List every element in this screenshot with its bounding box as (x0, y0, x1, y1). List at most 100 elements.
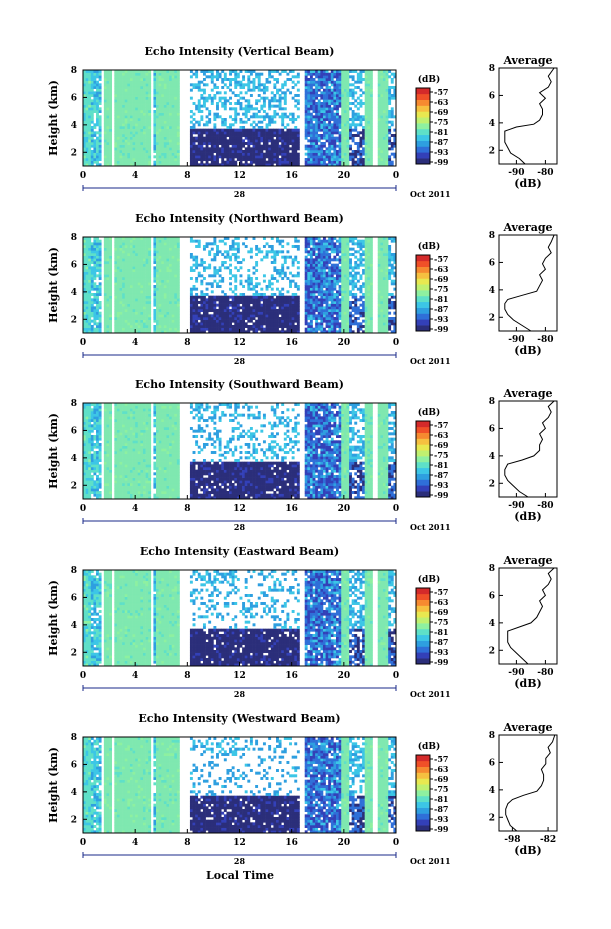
heatmap-cell (229, 102, 232, 105)
heatmap-cell (142, 325, 146, 328)
heatmap-cell (135, 110, 139, 113)
heatmap-cell (336, 120, 339, 124)
heatmap-cell (129, 128, 133, 132)
heatmap-cell (85, 311, 89, 315)
heatmap-cell (276, 91, 279, 95)
heatmap-cell (122, 142, 126, 145)
heatmap-cell (163, 330, 167, 334)
heatmap-cell (124, 250, 128, 254)
heatmap-cell (106, 290, 110, 294)
heatmap-cell (103, 96, 107, 100)
heatmap-cell (229, 72, 232, 76)
heatmap-cell (145, 120, 149, 124)
heatmap-cell (189, 158, 193, 161)
heatmap-cell (325, 94, 329, 97)
heatmap-cell (195, 330, 199, 334)
heatmap-cell (304, 80, 308, 84)
heatmap-cell (377, 112, 381, 116)
heatmap-cell (166, 303, 170, 307)
heatmap-cell (283, 150, 287, 153)
heatmap-cell (336, 118, 339, 121)
heatmap-cell (239, 298, 243, 302)
heatmap-cell (114, 147, 118, 151)
heatmap-cell (127, 158, 131, 161)
heatmap-cell (341, 118, 345, 121)
heatmap-cell (142, 290, 146, 294)
heatmap-cell (135, 327, 139, 331)
heatmap-cell (93, 126, 97, 129)
heatmap-cell (270, 96, 274, 100)
heatmap-cell (119, 245, 123, 248)
heatmap-cell (281, 163, 285, 167)
heatmap-cell (208, 317, 212, 320)
heatmap-cell (145, 303, 149, 307)
heatmap-cell (119, 237, 123, 240)
heatmap-cell (103, 314, 107, 318)
heatmap-cell (156, 263, 159, 267)
heatmap-cell (98, 287, 102, 291)
heatmap-cell (278, 134, 282, 137)
heatmap-cell (343, 134, 347, 137)
heatmap-cell (103, 309, 107, 312)
heatmap-cell (122, 131, 126, 135)
heatmap-cell (88, 274, 92, 278)
heatmap-cell (98, 242, 102, 246)
heatmap-cell (213, 258, 217, 262)
heatmap-cell (119, 253, 123, 256)
heatmap-cell (137, 301, 141, 304)
heatmap-cell (90, 152, 94, 156)
heatmap-cell (176, 115, 180, 119)
heatmap-cell (88, 271, 92, 275)
heatmap-cell (330, 70, 334, 73)
heatmap-cell (205, 152, 209, 156)
heatmap-cell (109, 104, 112, 108)
heatmap-cell (210, 150, 214, 153)
heatmap-cell (158, 99, 162, 103)
heatmap-cell (145, 126, 149, 129)
heatmap-cell (153, 88, 157, 92)
heatmap-cell (169, 131, 172, 135)
heatmap-cell (135, 150, 139, 153)
heatmap-cell (307, 126, 311, 129)
heatmap-cell (231, 253, 235, 256)
heatmap-cell (281, 96, 285, 100)
heatmap-cell (161, 91, 165, 95)
heatmap-cell (385, 86, 389, 89)
heatmap-cell (153, 287, 157, 291)
heatmap-cell (234, 314, 238, 318)
heatmap-cell (129, 263, 133, 267)
heatmap-cell (276, 112, 279, 116)
heatmap-cell (255, 123, 259, 127)
heatmap-cell (210, 274, 214, 278)
heatmap-cell (158, 261, 162, 264)
heatmap-cell (291, 128, 295, 132)
heatmap-cell (260, 150, 264, 153)
heatmap-cell (103, 322, 107, 326)
heatmap-cell (283, 152, 287, 156)
heatmap-cell (294, 142, 298, 145)
heatmap-cell (132, 118, 136, 121)
heatmap-cell (338, 78, 342, 81)
heatmap-cell (380, 134, 384, 137)
heatmap-cell (93, 282, 97, 286)
heatmap-cell (98, 118, 102, 121)
heatmap-cell (132, 282, 136, 286)
heatmap-cell (93, 158, 97, 161)
colorbar-tick-label: -87 (434, 137, 448, 147)
heatmap-cell (229, 322, 232, 326)
heatmap-cell (106, 285, 110, 288)
heatmap-cell (213, 298, 217, 302)
heatmap-cell (106, 104, 110, 108)
heatmap-cell (119, 309, 123, 312)
heatmap-cell (208, 295, 212, 299)
heatmap-cell (388, 163, 392, 167)
heatmap-cell (367, 91, 371, 95)
heatmap-cell (380, 80, 384, 84)
heatmap-cell (315, 96, 319, 100)
heatmap-cell (336, 75, 339, 79)
heatmap-cell (122, 72, 126, 76)
heatmap-cell (174, 269, 178, 272)
heatmap-cell (96, 94, 99, 97)
heatmap-cell (388, 110, 392, 113)
heatmap-cell (208, 301, 212, 304)
